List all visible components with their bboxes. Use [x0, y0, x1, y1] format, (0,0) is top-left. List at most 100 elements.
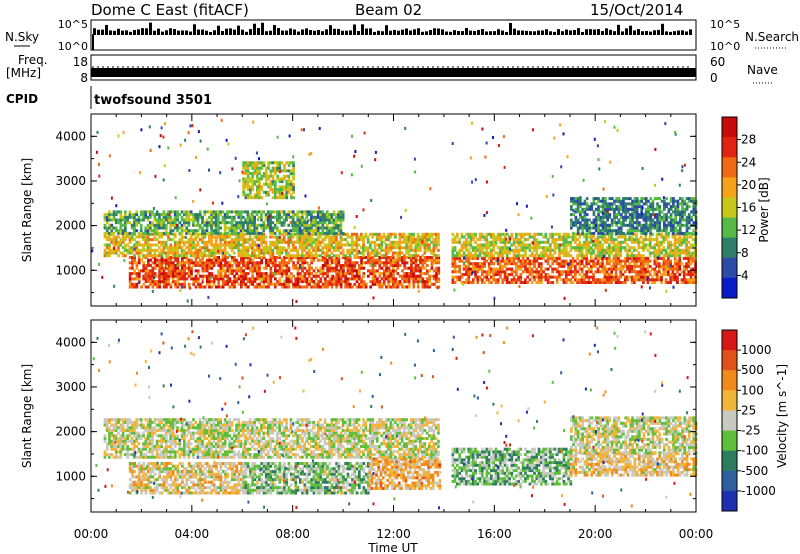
echo-cell — [269, 221, 272, 225]
echo-cell — [542, 275, 545, 279]
echo-cell — [453, 259, 457, 263]
echo-cell — [335, 256, 338, 259]
echo-cell — [110, 223, 114, 227]
echo-cell — [544, 267, 548, 271]
echo-cell — [398, 256, 402, 259]
echo-cell — [285, 248, 288, 252]
nsky-bar — [429, 29, 432, 35]
echo-cell — [496, 281, 500, 284]
echo-cell — [325, 213, 329, 217]
echo-cell — [412, 272, 416, 276]
echo-cell — [619, 207, 623, 211]
echo-cell — [162, 231, 166, 235]
echo-cell — [619, 199, 623, 203]
echo-cell — [133, 229, 136, 233]
echo-cell — [653, 259, 657, 263]
echo-cell — [185, 229, 188, 233]
echo-cell — [685, 281, 688, 284]
echo-cell — [619, 202, 623, 206]
echo-cell — [280, 269, 284, 273]
echo-cell — [258, 277, 261, 281]
echo-cell — [114, 248, 118, 252]
echo-cell — [389, 285, 393, 289]
echo-cell — [264, 251, 268, 255]
echo-cell — [416, 282, 420, 286]
echo-cell — [246, 213, 250, 217]
echo-cell — [192, 251, 195, 255]
echo-cell — [647, 229, 650, 233]
nsky-bar — [405, 28, 408, 35]
echo-cell — [346, 285, 350, 289]
echo-cell — [321, 264, 325, 267]
echo-cell — [407, 274, 411, 278]
echo-cell — [232, 246, 236, 250]
echo-cell — [224, 261, 227, 265]
echo-cell — [237, 243, 241, 247]
echo-cell — [310, 256, 313, 259]
echo-cell — [151, 272, 155, 276]
echo-cell — [167, 238, 170, 242]
echo-cell — [278, 231, 281, 235]
echo-cell — [283, 269, 286, 273]
echo-cell — [121, 215, 125, 219]
echo-cell — [146, 210, 150, 214]
echo-cell — [131, 285, 134, 289]
echo-cell — [589, 251, 593, 255]
echo-cell — [137, 221, 141, 225]
echo-cell — [235, 231, 238, 235]
echo-cell — [264, 261, 268, 265]
nsky-bar — [249, 29, 252, 35]
echo-cell — [192, 215, 195, 219]
echo-cell — [128, 213, 132, 217]
echo-cell — [503, 259, 507, 263]
echo-cell — [416, 264, 420, 267]
echo-cell — [314, 229, 318, 233]
echo-cell — [510, 256, 514, 260]
echo-cell — [251, 218, 254, 222]
echo-cell — [269, 235, 272, 239]
echo-cell — [430, 235, 433, 239]
echo-cell — [655, 275, 659, 279]
echo-cell — [181, 274, 184, 278]
echo-cell — [294, 277, 298, 281]
nsky-bar — [385, 25, 388, 35]
echo-cell — [303, 226, 306, 230]
echo-cell — [394, 282, 397, 286]
echo-cell — [319, 218, 322, 222]
echo-cell — [219, 264, 223, 267]
echo-cell — [344, 232, 347, 236]
echo-cell — [656, 207, 659, 211]
echo-cell — [112, 240, 116, 244]
echo-cell — [171, 246, 175, 250]
echo-cell — [325, 218, 329, 222]
echo-cell — [214, 243, 218, 247]
echo-cell — [519, 235, 523, 239]
echo-cell — [153, 243, 157, 247]
echo-cell — [426, 277, 429, 281]
echo-cell — [198, 215, 202, 219]
echo-cell — [610, 273, 613, 276]
echo-cell — [135, 221, 139, 225]
echo-cell — [278, 215, 281, 219]
echo-cell — [242, 280, 245, 284]
echo-cell — [510, 273, 514, 276]
echo-cell — [240, 269, 243, 273]
echo-cell — [412, 240, 415, 244]
echo-cell — [621, 246, 625, 250]
echo-cell — [389, 269, 393, 273]
echo-cell — [341, 243, 345, 247]
echo-cell — [316, 229, 320, 233]
echo-cell — [598, 270, 602, 274]
echo-cell — [189, 232, 193, 236]
echo-cell — [203, 274, 207, 278]
echo-cell — [608, 202, 612, 206]
echo-cell — [287, 215, 291, 219]
echo-cell — [587, 251, 591, 255]
echo-cell — [108, 238, 111, 242]
echo-cell — [353, 256, 357, 259]
echo-cell — [149, 264, 152, 267]
echo-cell — [271, 231, 275, 235]
echo-cell — [362, 272, 366, 276]
echo-cell — [426, 256, 429, 259]
echo-cell — [394, 258, 397, 262]
